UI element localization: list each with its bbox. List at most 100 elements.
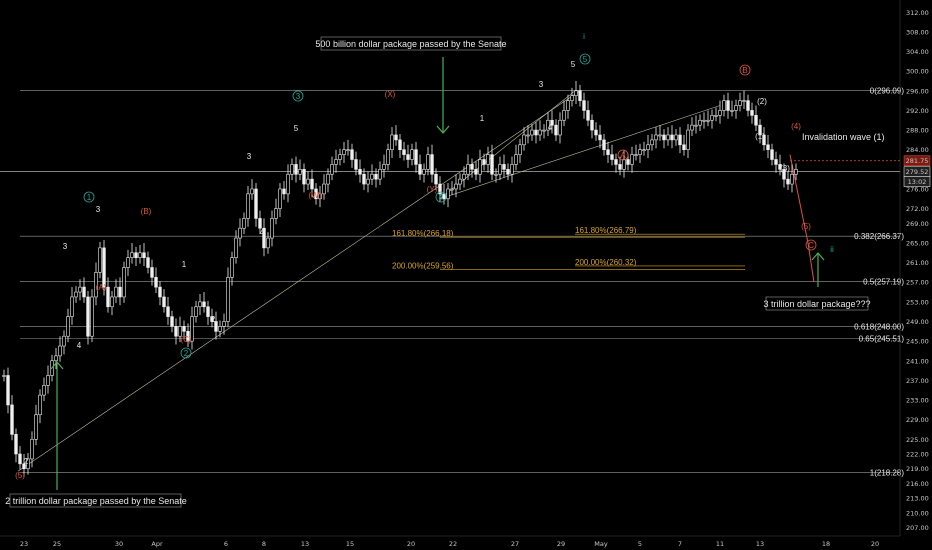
wave-label: (5)	[801, 222, 811, 231]
extension-label: 161.80%(266.79)	[575, 226, 637, 235]
wave-label: 2	[211, 315, 216, 324]
wave-label: (1)	[755, 132, 765, 141]
candle-body	[514, 154, 518, 165]
candle-body	[742, 100, 746, 102]
candle-body	[782, 169, 786, 180]
candle-body	[302, 169, 306, 185]
candle-body	[330, 164, 334, 175]
candle-body	[306, 178, 310, 185]
time-tick: May	[594, 540, 608, 548]
candle-body	[90, 296, 94, 337]
candle-body	[46, 375, 50, 386]
time-tick: 13	[756, 540, 764, 548]
candle-body	[218, 326, 222, 332]
candle-body	[318, 193, 322, 200]
candle-body	[274, 208, 278, 219]
candle-body	[606, 149, 610, 155]
candle-body	[210, 316, 214, 322]
price-badge-text: 279.52	[906, 168, 929, 176]
candle-body	[106, 286, 110, 308]
candle-body	[654, 134, 658, 141]
price-tick: 284.00	[906, 146, 929, 154]
candle-body	[406, 154, 410, 160]
candle-body	[454, 183, 458, 190]
time-tick: Apr	[151, 540, 163, 548]
price-tick: 207.00	[906, 524, 929, 532]
candle-body	[102, 247, 106, 288]
candle-body	[686, 129, 690, 151]
wave-label: (B)	[141, 207, 152, 216]
candle-body	[310, 178, 314, 190]
wave-label: 1	[182, 260, 187, 269]
candle-body	[746, 100, 750, 111]
wave-label: B	[742, 66, 747, 75]
time-tick: 29	[557, 540, 565, 548]
candle-body	[14, 434, 18, 455]
candle-body	[670, 134, 674, 141]
candle-body	[78, 286, 82, 293]
candle-body	[30, 438, 34, 460]
price-tick: 210.00	[906, 509, 929, 517]
price-tick: 241.00	[906, 357, 929, 365]
candle-body	[494, 173, 498, 176]
candle-body	[530, 129, 534, 136]
wave-label: 1	[480, 114, 485, 123]
price-tick: 229.00	[906, 416, 929, 424]
candle-body	[474, 169, 478, 175]
candle-body	[498, 164, 502, 175]
candle-body	[394, 134, 398, 141]
price-badge	[903, 176, 931, 187]
wave-label: 1	[87, 193, 92, 202]
price-tick: 213.00	[906, 495, 929, 503]
candle-body	[786, 178, 790, 185]
price-tick: 257.00	[906, 279, 929, 287]
candle-body	[614, 159, 618, 165]
annotations: 500 billion dollar package passed by the…	[5, 36, 885, 508]
candle-body	[694, 124, 698, 127]
candle-body	[194, 306, 198, 317]
candle-body	[214, 321, 218, 332]
candle-body	[298, 169, 302, 175]
candle-body	[546, 119, 550, 131]
candle-body	[10, 404, 14, 435]
candle-body	[738, 100, 742, 106]
candle-body	[598, 134, 602, 141]
candle-body	[370, 173, 374, 180]
candle-body	[182, 326, 186, 332]
candle-body	[34, 414, 38, 440]
time-tick: 15	[346, 540, 354, 548]
trendline-main	[17, 90, 581, 472]
candle-body	[634, 154, 638, 156]
candle-body	[646, 144, 650, 151]
candle-body	[750, 110, 754, 116]
time-tick: 5	[638, 540, 642, 548]
price-tick: 253.00	[906, 298, 929, 306]
candle-body	[70, 296, 74, 317]
candle-body	[338, 154, 342, 160]
annotation-box	[765, 296, 869, 311]
extension-label: 200.00%(260.32)	[575, 258, 637, 267]
candle-body	[794, 169, 798, 175]
price-tick: 312.00	[906, 9, 929, 17]
candle-body	[486, 154, 490, 165]
candle-body	[170, 316, 174, 327]
candle-body	[586, 110, 590, 121]
candle-body	[626, 159, 630, 165]
candle-body	[62, 335, 66, 347]
candle-body	[226, 277, 230, 322]
candle-body	[54, 355, 58, 362]
price-tick: 272.00	[906, 205, 929, 213]
price-tick: 265.00	[906, 239, 929, 247]
candle-body	[134, 252, 138, 258]
candle-body	[262, 227, 266, 249]
wave-label: ii	[830, 245, 834, 254]
candle-body	[534, 129, 538, 136]
candle-body	[242, 218, 246, 229]
candle-body	[458, 178, 462, 185]
candle-body	[718, 110, 722, 116]
arrow-500b-head	[436, 125, 450, 134]
candle-body	[390, 134, 394, 151]
candle-body	[430, 154, 434, 175]
candle-body	[518, 144, 522, 155]
candle-body	[250, 188, 254, 195]
